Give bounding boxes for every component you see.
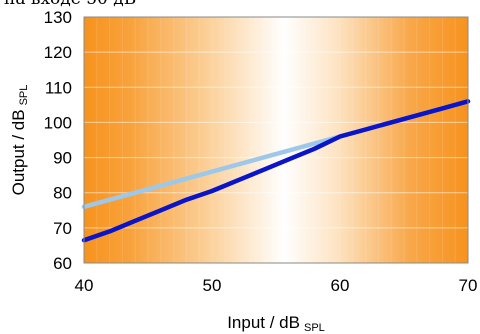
x-tick-label: 40 <box>75 276 94 295</box>
plot-frame <box>83 16 469 264</box>
series-group <box>81 99 471 243</box>
y-axis-title: Output / dB SPL <box>9 85 30 196</box>
y-tick-label: 80 <box>53 184 72 203</box>
x-axis-title-main: Input / dB <box>227 313 300 332</box>
y-tick-label: 90 <box>53 149 72 168</box>
y-tick-label: 110 <box>45 78 72 97</box>
x-tick-label: 50 <box>203 276 222 295</box>
y-tick-label: 130 <box>44 8 72 27</box>
grid-lines <box>84 51 468 229</box>
x-tick-label: 60 <box>331 276 350 295</box>
x-axis-title-sub: SPL <box>304 322 325 334</box>
y-axis-title-sub: SPL <box>18 85 30 106</box>
y-tick-labels: 60 70 80 90 100 110 120 130 <box>44 8 72 273</box>
series-line-1 <box>81 99 471 243</box>
y-axis-title-main: Output / dB <box>9 109 28 195</box>
y-tick-label: 100 <box>44 113 72 132</box>
caption: на входе 50 дБ <box>4 0 136 9</box>
vertical-stripes <box>96 17 456 263</box>
plot-background <box>84 17 468 263</box>
y-tick-label: 60 <box>53 254 72 273</box>
x-tick-labels: 40 50 60 70 <box>75 276 478 295</box>
y-tick-label: 70 <box>53 219 72 238</box>
y-tick-label: 120 <box>44 43 72 62</box>
x-tick-label: 70 <box>459 276 478 295</box>
x-axis-title: Input / dB SPL <box>227 313 325 334</box>
